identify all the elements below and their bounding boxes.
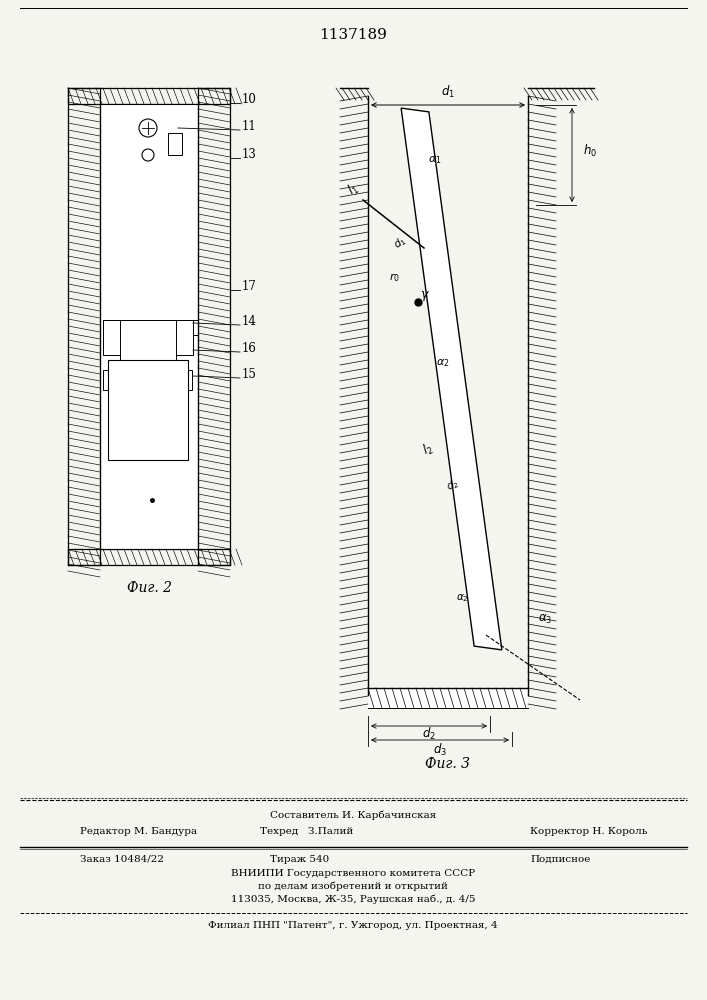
Text: по делам изобретений и открытий: по делам изобретений и открытий [258, 882, 448, 891]
Text: Фиг. 2: Фиг. 2 [127, 581, 173, 595]
Text: $d_2$: $d_2$ [445, 476, 462, 494]
Text: $d_1$: $d_1$ [441, 84, 455, 100]
Text: Техред   З.Палий: Техред З.Палий [260, 827, 354, 836]
Text: 10: 10 [242, 93, 257, 106]
Bar [175, 320, 193, 355]
Text: 113035, Москва, Ж-35, Раушская наб., д. 4/5: 113035, Москва, Ж-35, Раушская наб., д. … [230, 894, 475, 904]
Text: 16: 16 [242, 342, 257, 355]
Bar [68, 88, 230, 104]
Text: Филиал ПНП "Патент", г. Ужгород, ул. Проектная, 4: Филиал ПНП "Патент", г. Ужгород, ул. Про… [208, 921, 498, 930]
Polygon shape [401, 108, 502, 650]
Text: Фиг. 3: Фиг. 3 [426, 757, 470, 771]
Bar [100, 104, 198, 549]
Text: $r_0$: $r_0$ [389, 271, 399, 284]
Text: $d_3$: $d_3$ [433, 742, 447, 758]
Text: $d_2$: $d_2$ [422, 726, 436, 742]
Text: $\alpha_1$: $\alpha_1$ [428, 154, 442, 166]
Text: $\alpha_2$: $\alpha_2$ [436, 357, 450, 369]
Text: 17: 17 [242, 280, 257, 293]
Text: Подписное: Подписное [530, 855, 590, 864]
Bar [168, 133, 182, 155]
Text: Заказ 10484/22: Заказ 10484/22 [80, 855, 164, 864]
Text: Корректор Н. Король: Корректор Н. Король [530, 827, 648, 836]
Bar [103, 320, 121, 355]
Bar [103, 320, 198, 335]
Bar [108, 360, 188, 460]
Text: 1137189: 1137189 [319, 28, 387, 42]
Bar [368, 688, 528, 708]
Text: $d_1$: $d_1$ [391, 233, 409, 252]
Text: $l_1$: $l_1$ [344, 180, 361, 199]
Bar [172, 370, 192, 390]
Text: 15: 15 [242, 368, 257, 381]
Text: $h_0$: $h_0$ [583, 143, 597, 159]
Text: $\alpha_3$: $\alpha_3$ [538, 613, 552, 626]
Text: Тираж 540: Тираж 540 [270, 855, 329, 864]
Text: 13: 13 [242, 148, 257, 161]
Text: $\gamma$: $\gamma$ [420, 289, 430, 303]
Bar [103, 370, 123, 390]
Text: 11: 11 [242, 120, 257, 133]
Text: 14: 14 [242, 315, 257, 328]
Text: $\alpha_2$: $\alpha_2$ [455, 592, 468, 604]
Text: ВНИИПИ Государственного комитета СССР: ВНИИПИ Государственного комитета СССР [231, 869, 475, 878]
Bar [68, 549, 230, 565]
Text: $l_2$: $l_2$ [420, 440, 436, 459]
Bar [120, 320, 176, 370]
Text: Редактор М. Бандура: Редактор М. Бандура [80, 827, 197, 836]
Text: Составитель И. Карбачинская: Составитель И. Карбачинская [270, 810, 436, 820]
